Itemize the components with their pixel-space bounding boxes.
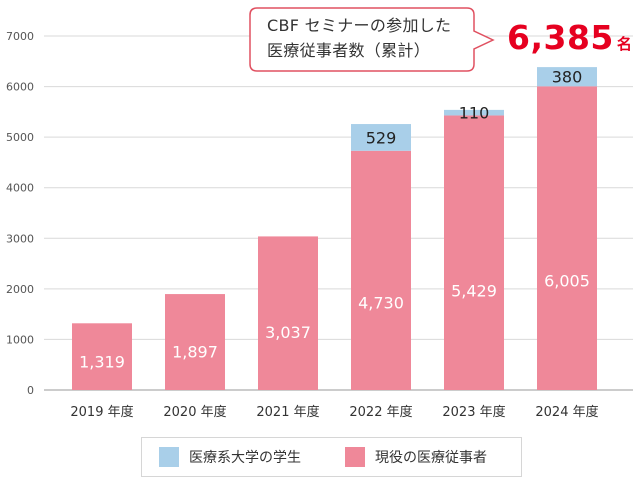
x-tick-label: 2020 年度 [163,404,226,420]
y-tick-label: 2000 [6,283,34,296]
x-tick-label: 2021 年度 [256,404,319,420]
total-count: 6,385 名 [507,18,632,57]
legend-item-professionals: 現役の医療従事者 [345,447,487,467]
bar-professionals [165,294,225,390]
bar-students [444,109,504,116]
bar-professionals [537,86,597,390]
legend-swatch-students [159,447,179,467]
legend-swatch-professionals [345,447,365,467]
callout-line-1: CBF セミナーの参加した [267,16,452,35]
total-unit: 名 [616,35,632,53]
x-tick-label: 2023 年度 [442,404,505,420]
bar-professionals [72,323,132,390]
data-label-professionals: 1,897 [172,342,218,361]
y-tick-label: 3000 [6,232,34,245]
data-label-professionals: 1,319 [79,352,125,371]
y-tick-label: 7000 [6,30,34,43]
y-tick-label: 1000 [6,333,34,346]
legend-item-students: 医療系大学の学生 [159,447,301,467]
x-tick-label: 2022 年度 [349,404,412,420]
y-tick-label: 4000 [6,182,34,195]
total-callout: CBF セミナーの参加した 医療従事者数（累計） [249,7,495,73]
data-label-students: 529 [366,128,397,147]
chart-legend: 医療系大学の学生 現役の医療従事者 [141,437,522,477]
data-label-professionals: 6,005 [544,272,590,291]
legend-label-professionals: 現役の医療従事者 [375,450,487,466]
bar-professionals [258,236,318,390]
y-tick-label: 0 [27,384,34,397]
y-tick-label: 5000 [6,131,34,144]
data-label-students: 110 [459,104,490,123]
callout-line-2: 医療従事者数（累計） [267,41,431,60]
data-label-professionals: 4,730 [358,294,404,313]
bar-students [537,67,597,87]
data-label-students: 380 [552,68,583,87]
x-tick-label: 2024 年度 [535,404,598,420]
callout-bubble [249,7,495,72]
x-tick-label: 2019 年度 [70,404,133,420]
bar-professionals [444,115,504,390]
data-label-professionals: 5,429 [451,282,497,301]
legend-label-students: 医療系大学の学生 [189,450,301,466]
y-tick-label: 6000 [6,81,34,94]
bar-professionals [351,150,411,390]
bar-students [351,124,411,151]
callout-text: CBF セミナーの参加した 医療従事者数（累計） [267,13,467,63]
total-value: 6,385 [507,18,614,57]
data-label-professionals: 3,037 [265,323,311,342]
